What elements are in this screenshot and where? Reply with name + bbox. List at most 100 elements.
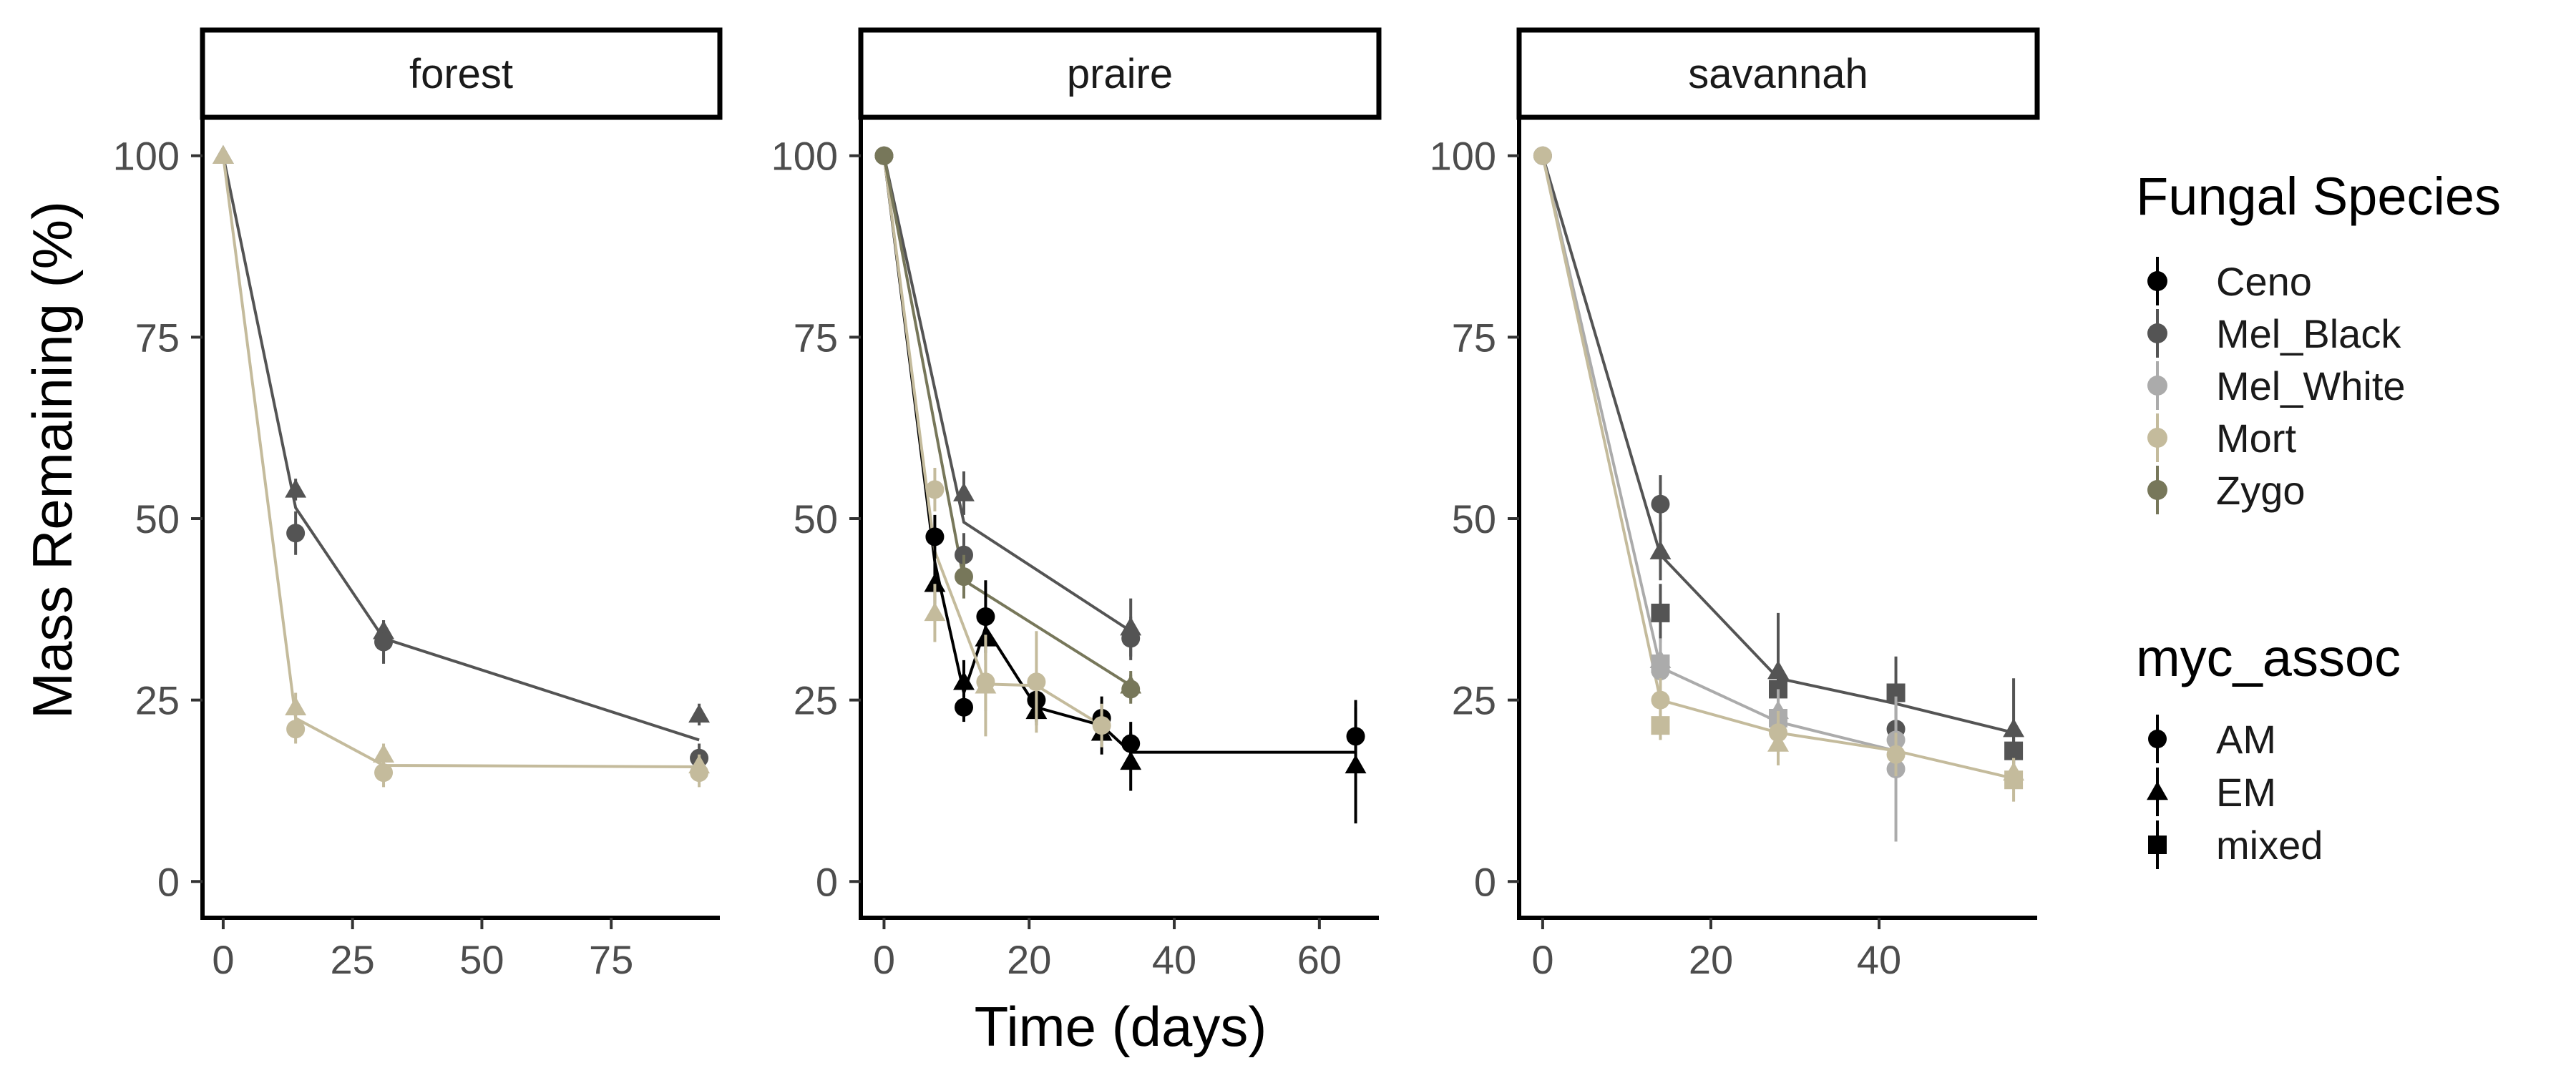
data-point-praire-Mort-25 [1027, 672, 1046, 692]
data-point-praire-Ceno-4 [953, 671, 975, 690]
data-point-praire-Mort-24 [975, 675, 997, 694]
series-line-forest-Mort [221, 155, 700, 768]
data-point-praire-Ceno-12 [1120, 750, 1142, 770]
data-point-praire-Ceno-3 [954, 697, 973, 717]
x-tick-label-praire-60: 60 [1297, 937, 1342, 982]
strip-label-forest: forest [409, 51, 513, 97]
x-tick-label-praire-40: 40 [1152, 937, 1196, 982]
y-tick-label-praire-50: 50 [794, 496, 838, 542]
data-point-savannah-Mort-18 [1533, 146, 1552, 165]
x-axis-title: Time (days) [975, 995, 1267, 1058]
data-point-forest-Mel_Black-1 [285, 479, 307, 498]
data-point-praire-Mort-26 [1092, 716, 1111, 735]
legend-label-Zygo: Zygo [2216, 468, 2306, 513]
data-point-savannah-Mort-25 [2004, 770, 2024, 790]
data-point-forest-Mort-8 [285, 696, 307, 715]
facet-panels: forest 0 25 50 75 100 0 25 50 75 praire 0 25 50 75 100 0… [113, 27, 2040, 982]
y-tick-label-savannah-50: 50 [1452, 496, 1496, 542]
y-axis-title: Mass Remaining (%) [21, 201, 84, 719]
legend-key-Mel_White [2147, 376, 2167, 396]
data-point-savannah-Mel_Black-8 [2003, 718, 2025, 738]
legend-shape-label-AM: AM [2216, 717, 2276, 762]
data-point-praire-Mel_Black-19 [1121, 629, 1141, 648]
legend-shape-mixed [2148, 836, 2167, 854]
legend-key-Mort [2147, 428, 2167, 448]
series-line-praire-Ceno [882, 155, 1356, 754]
legend-shape-label-EM: EM [2216, 770, 2276, 815]
legend-label-Mel_Black: Mel_Black [2216, 311, 2401, 356]
legend-label-Ceno: Ceno [2216, 259, 2312, 304]
x-tick-label-savannah-40: 40 [1857, 937, 1901, 982]
data-point-forest-Mort-11 [374, 763, 394, 783]
data-point-praire-Ceno-14 [1345, 754, 1367, 774]
legend-shape-EM [2147, 781, 2168, 800]
data-point-savannah-Mort-19 [1651, 690, 1670, 710]
legend-title-myc: myc_assoc [2136, 628, 2401, 687]
data-point-praire-Zygo-28 [954, 567, 973, 587]
legend-key-Mel_Black [2147, 323, 2167, 343]
data-point-praire-Zygo-30 [1121, 680, 1141, 699]
y-tick-label-praire-25: 25 [794, 678, 838, 723]
data-point-savannah-Mel_Black-9 [2004, 741, 2024, 760]
y-tick-label-savannah-0: 0 [1474, 859, 1496, 904]
strip-box-forest [200, 27, 723, 120]
strip-box-praire [858, 27, 1382, 120]
data-point-forest-Mel_Black-2 [286, 524, 306, 543]
data-point-savannah-Mel_Black-1 [1651, 494, 1670, 514]
data-point-savannah-Mel_Black-3 [1651, 603, 1670, 622]
data-point-savannah-Mel_White-13 [1651, 662, 1670, 681]
panel-praire: praire 0 25 50 75 100 0 20 40 60 [771, 27, 1382, 982]
data-point-forest-Mel_Black-4 [374, 632, 394, 652]
legend-key-Zygo [2147, 480, 2167, 500]
legend-shape-AM [2148, 730, 2167, 748]
panel-forest: forest 0 25 50 75 100 0 25 50 75 [113, 27, 723, 982]
data-point-savannah-Mort-23 [1886, 745, 1906, 764]
y-tick-label-praire-0: 0 [816, 859, 838, 904]
data-point-praire-Mort-21 [925, 480, 945, 499]
data-point-praire-Mort-22 [924, 602, 946, 622]
data-point-praire-Zygo-27 [874, 146, 894, 165]
y-tick-label-forest-100: 100 [113, 134, 180, 179]
series-line-forest-Mel_Black [221, 155, 700, 742]
y-tick-label-savannah-100: 100 [1430, 134, 1496, 179]
legend-label-Mel_White: Mel_White [2216, 363, 2406, 408]
panel-savannah: savannah 0 25 50 75 100 0 20 40 [1430, 27, 2040, 982]
legend-key-Ceno [2147, 271, 2167, 291]
series-line-savannah-Mel_White [1541, 155, 1897, 753]
data-point-forest-Mort-9 [286, 720, 306, 739]
legend-title-species: Fungal Species [2136, 167, 2501, 226]
x-tick-label-praire-20: 20 [1007, 937, 1051, 982]
strip-label-praire: praire [1067, 51, 1173, 97]
y-tick-label-savannah-75: 75 [1452, 315, 1496, 360]
y-tick-label-forest-75: 75 [135, 315, 180, 360]
x-tick-label-forest-50: 50 [459, 937, 504, 982]
y-tick-label-forest-25: 25 [135, 678, 180, 723]
y-tick-label-praire-100: 100 [771, 134, 838, 179]
y-tick-label-savannah-25: 25 [1452, 678, 1496, 723]
x-tick-label-forest-0: 0 [212, 937, 234, 982]
x-tick-label-forest-25: 25 [331, 937, 375, 982]
y-tick-label-forest-0: 0 [157, 859, 180, 904]
x-tick-label-savannah-20: 20 [1689, 937, 1733, 982]
x-tick-label-forest-75: 75 [589, 937, 633, 982]
data-point-forest-Mort-13 [690, 763, 709, 783]
data-point-savannah-Mel_Black-2 [1649, 540, 1672, 559]
data-point-praire-Mel_Black-16 [953, 482, 975, 501]
legend-label-Mort: Mort [2216, 416, 2296, 461]
legend-shape-label-mixed: mixed [2216, 823, 2323, 868]
series-line-praire-Mel_Black [882, 155, 1132, 632]
x-tick-label-praire-0: 0 [873, 937, 895, 982]
x-tick-label-savannah-0: 0 [1531, 937, 1553, 982]
data-point-savannah-Mort-22 [1769, 723, 1787, 743]
data-point-forest-Mort-10 [373, 743, 394, 763]
data-point-praire-Ceno-1 [925, 527, 945, 547]
data-point-savannah-Mort-20 [1651, 716, 1670, 735]
y-tick-label-praire-75: 75 [794, 315, 838, 360]
strip-label-savannah: savannah [1688, 51, 1868, 97]
data-point-praire-Ceno-2 [924, 573, 946, 592]
y-tick-label-forest-50: 50 [135, 496, 180, 542]
data-point-forest-Mel_Black-5 [688, 703, 711, 723]
data-point-forest-Mort-7 [212, 144, 234, 164]
strip-box-savannah [1516, 27, 2040, 120]
